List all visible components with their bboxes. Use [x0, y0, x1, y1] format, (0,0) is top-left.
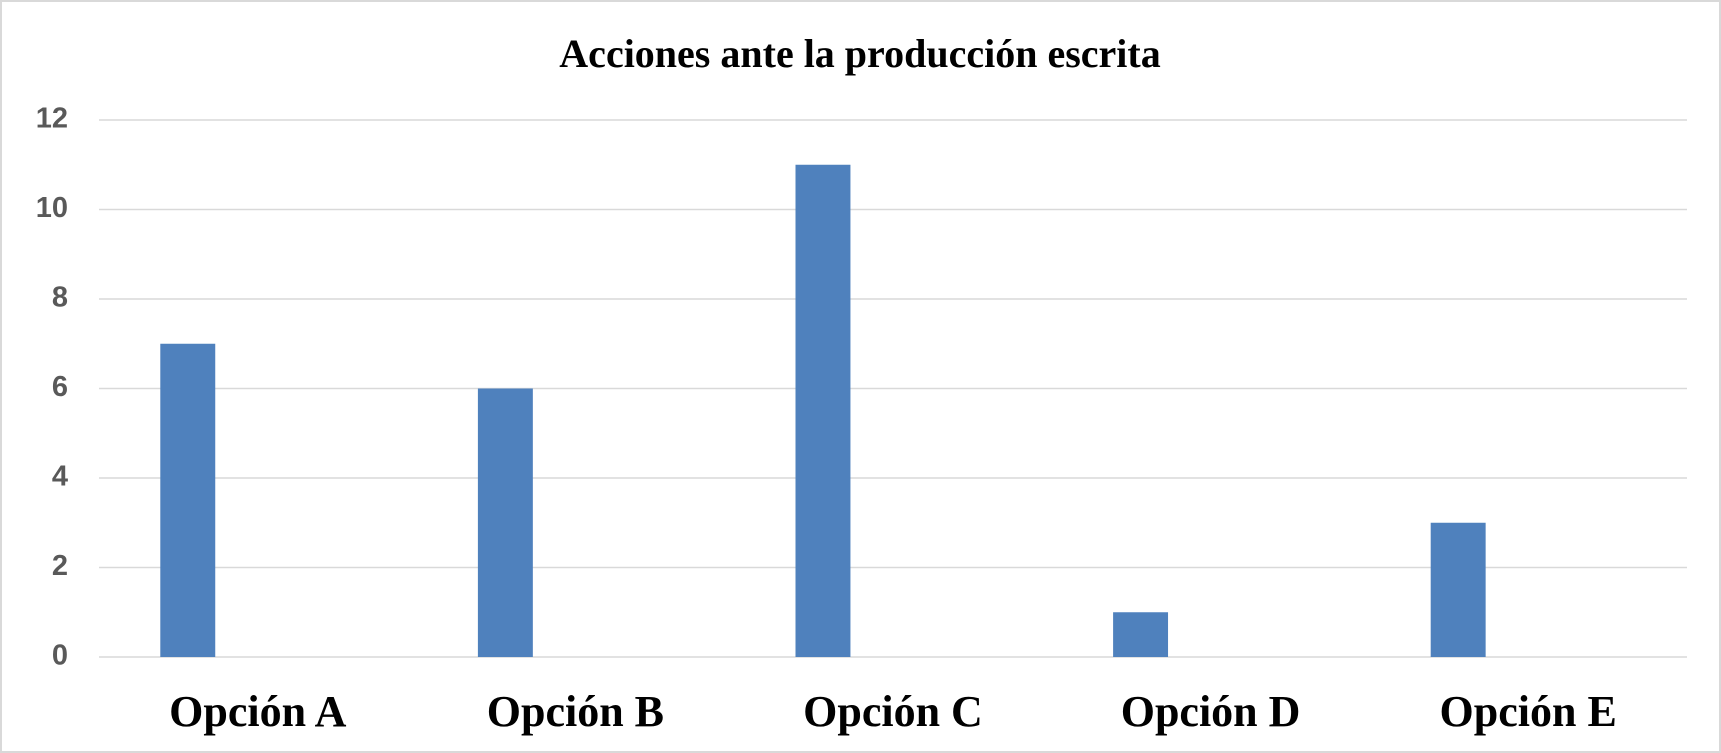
bar: [1113, 612, 1169, 657]
y-tick-label: 2: [52, 550, 68, 582]
y-tick-label: 0: [52, 640, 68, 672]
x-tick-label: Opción E: [1440, 687, 1617, 736]
bar: [477, 388, 533, 657]
bar: [1430, 522, 1486, 657]
chart-title: Acciones ante la producción escrita: [559, 31, 1160, 76]
x-tick-label: Opción D: [1121, 687, 1301, 736]
y-tick-label: 4: [52, 461, 68, 493]
y-tick-label: 10: [36, 192, 68, 224]
bar: [160, 343, 216, 657]
x-tick-label: Opción A: [169, 687, 346, 736]
y-tick-label: 8: [52, 282, 68, 314]
y-tick-label: 12: [36, 103, 68, 135]
bar: [795, 164, 851, 657]
y-tick-label: 6: [52, 371, 68, 403]
x-tick-label: Opción B: [487, 687, 664, 736]
x-tick-label: Opción C: [803, 687, 983, 736]
